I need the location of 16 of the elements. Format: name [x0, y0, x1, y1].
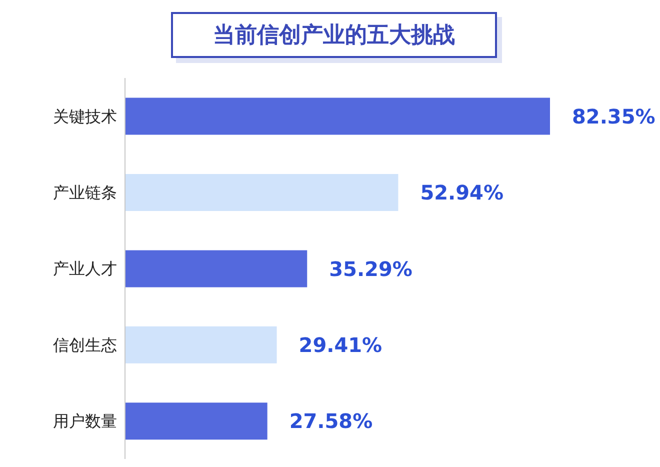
- y-tick-label: 产业链条: [53, 182, 117, 202]
- bar: [125, 98, 550, 135]
- bar: [125, 250, 308, 288]
- data-label: 27.58%: [289, 409, 373, 434]
- data-label: 52.94%: [420, 180, 504, 205]
- y-tick-label: 用户数量: [53, 412, 117, 431]
- y-tick-label: 关键技术: [53, 106, 117, 126]
- y-tick-label: 信创生态: [53, 335, 117, 354]
- data-label: 35.29%: [329, 256, 412, 281]
- bar: [125, 402, 268, 440]
- y-tick-label: 产业人才: [53, 259, 117, 278]
- bar: [125, 326, 277, 364]
- chart-title: 当前信创产业的五大挑战: [171, 12, 497, 58]
- data-label: 82.35%: [572, 104, 656, 128]
- data-label: 29.41%: [298, 333, 382, 358]
- bar: [125, 174, 398, 212]
